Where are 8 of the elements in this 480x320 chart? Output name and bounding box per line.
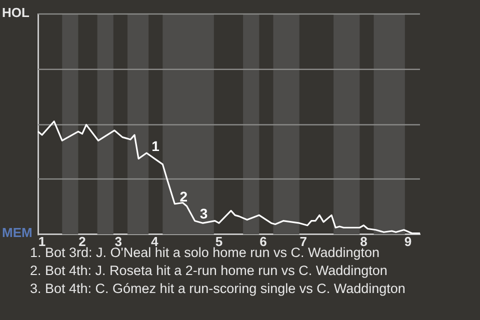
text: MEM <box>2 225 32 240</box>
text: 3. Bot 4th: C. Gómez hit a run-scoring single vs C. Waddington <box>30 280 406 298</box>
text: HOL <box>2 5 30 20</box>
annotation: 1 <box>152 138 160 154</box>
annotation: 2 <box>180 188 188 205</box>
x-tick-label: 9 <box>404 234 412 249</box>
text: 2. Bot 4th: J. Roseta hit a 2-run home run vs C. Waddington <box>30 262 388 280</box>
annotation: 3 <box>200 206 208 222</box>
